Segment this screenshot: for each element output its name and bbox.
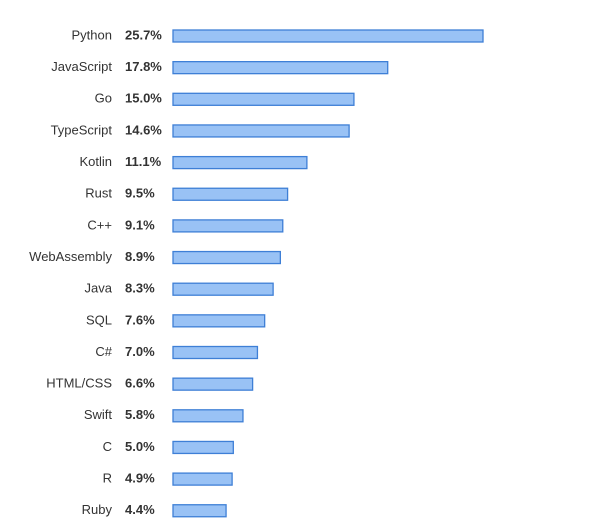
category-label-typescript: TypeScript (51, 122, 113, 137)
bar-typescript (172, 124, 350, 138)
value-label-csharp: 7.0% (125, 344, 155, 359)
value-label-r: 4.9% (125, 471, 155, 486)
value-label-java: 8.3% (125, 281, 155, 296)
category-label-html-css: HTML/CSS (46, 376, 112, 391)
category-label-python: Python (72, 27, 112, 42)
category-label-webassembly: WebAssembly (29, 249, 112, 264)
bar-cplusplus (172, 219, 284, 233)
value-label-webassembly: 8.9% (125, 249, 155, 264)
bar-rust (172, 187, 289, 201)
value-label-c: 5.0% (125, 439, 155, 454)
bars (172, 29, 484, 518)
category-label-go: Go (95, 91, 112, 106)
value-label-javascript: 17.8% (125, 59, 162, 74)
value-label-rust: 9.5% (125, 186, 155, 201)
bar-csharp (172, 345, 259, 360)
value-label-html-css: 6.6% (125, 376, 155, 391)
bar-kotlin (172, 155, 308, 170)
bar-javascript (172, 61, 389, 75)
category-labels: Python JavaScript Go TypeScript Kotlin Rust C+… (29, 27, 113, 517)
value-label-sql: 7.6% (125, 312, 155, 327)
bar-go (172, 92, 355, 106)
category-label-r: R (103, 471, 112, 486)
bar-java (172, 282, 274, 296)
bar-r (172, 472, 233, 486)
category-label-rust: Rust (85, 186, 112, 201)
category-label-csharp: C# (95, 344, 112, 359)
bar-webassembly (172, 250, 281, 265)
value-label-cplusplus: 9.1% (125, 217, 155, 232)
value-labels: 25.7% 17.8% 15.0% 14.6% 11.1% 9.5% 9.1% 8.9% 8.3… (125, 27, 162, 517)
category-label-swift: Swift (84, 407, 113, 422)
category-label-sql: SQL (86, 312, 112, 327)
value-label-kotlin: 11.1% (125, 154, 162, 169)
category-label-kotlin: Kotlin (79, 154, 112, 169)
category-label-javascript: JavaScript (51, 59, 112, 74)
category-label-java: Java (85, 281, 113, 296)
value-label-python: 25.7% (125, 27, 162, 42)
bar-html-css (172, 377, 254, 391)
value-label-ruby: 4.4% (125, 502, 155, 517)
category-label-ruby: Ruby (82, 502, 113, 517)
bar-ruby (172, 504, 227, 518)
category-label-cplusplus: C++ (87, 217, 112, 232)
bar-c (172, 440, 234, 455)
bar-swift (172, 409, 244, 423)
category-label-c: C (103, 439, 112, 454)
bar-sql (172, 314, 266, 328)
bar-python (172, 29, 484, 43)
value-label-swift: 5.8% (125, 407, 155, 422)
value-label-go: 15.0% (125, 91, 162, 106)
value-label-typescript: 14.6% (125, 122, 162, 137)
